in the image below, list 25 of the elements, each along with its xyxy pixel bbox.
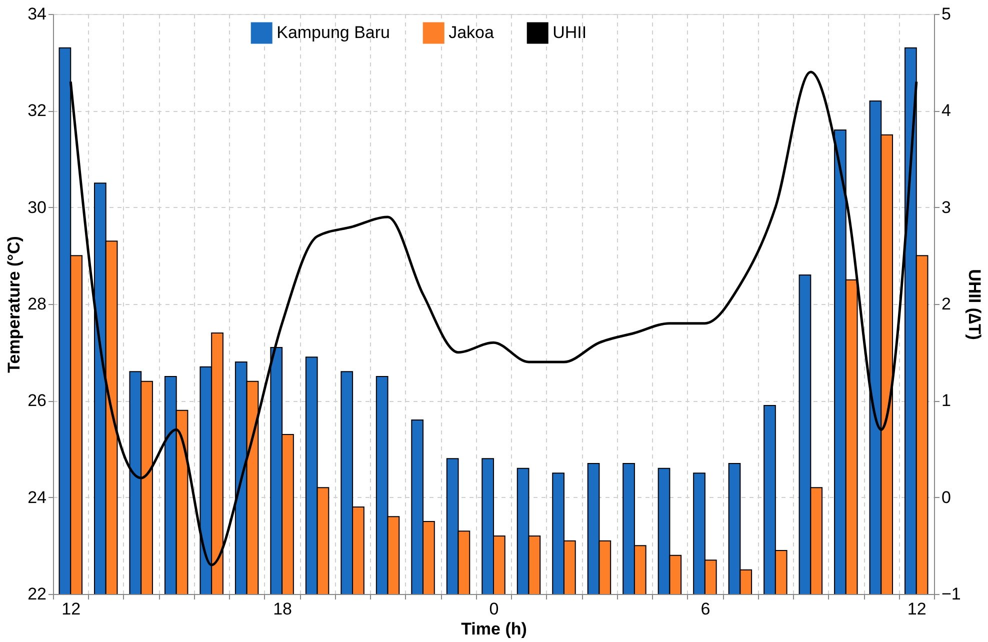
y-tick-label: 24 [28, 488, 46, 507]
y2-tick-label: 5 [942, 4, 951, 24]
y-tick-label: 30 [28, 198, 46, 217]
y2-axis-title: UHII (∆T) [964, 269, 984, 340]
y2-tick-label: 1 [942, 391, 951, 410]
y2-tick-label: 4 [942, 101, 951, 120]
x-tick-label: 12 [907, 600, 926, 618]
y2-tick-label: −1 [942, 584, 961, 604]
y-tick-label: 22 [28, 584, 46, 604]
y2-tick-label: 0 [942, 488, 951, 507]
x-tick-label: 12 [62, 600, 81, 618]
legend-label: Jakoa [448, 23, 495, 42]
y-tick-label: 28 [28, 294, 46, 314]
x-tick-label: 6 [700, 600, 710, 618]
y-tick-label: 34 [28, 4, 46, 24]
x-tick-label: 18 [273, 600, 292, 618]
x-tick-label: 0 [489, 600, 499, 618]
legend-label: Kampung Baru [276, 23, 390, 42]
y-axis-title: Temperature (°C) [4, 236, 24, 373]
y-tick-label: 32 [28, 101, 46, 120]
x-axis-title: Time (h) [461, 620, 527, 638]
legend-label: UHII [552, 23, 587, 42]
y2-tick-label: 3 [942, 198, 951, 217]
y-tick-label: 26 [28, 391, 46, 410]
y2-tick-label: 2 [942, 294, 951, 314]
